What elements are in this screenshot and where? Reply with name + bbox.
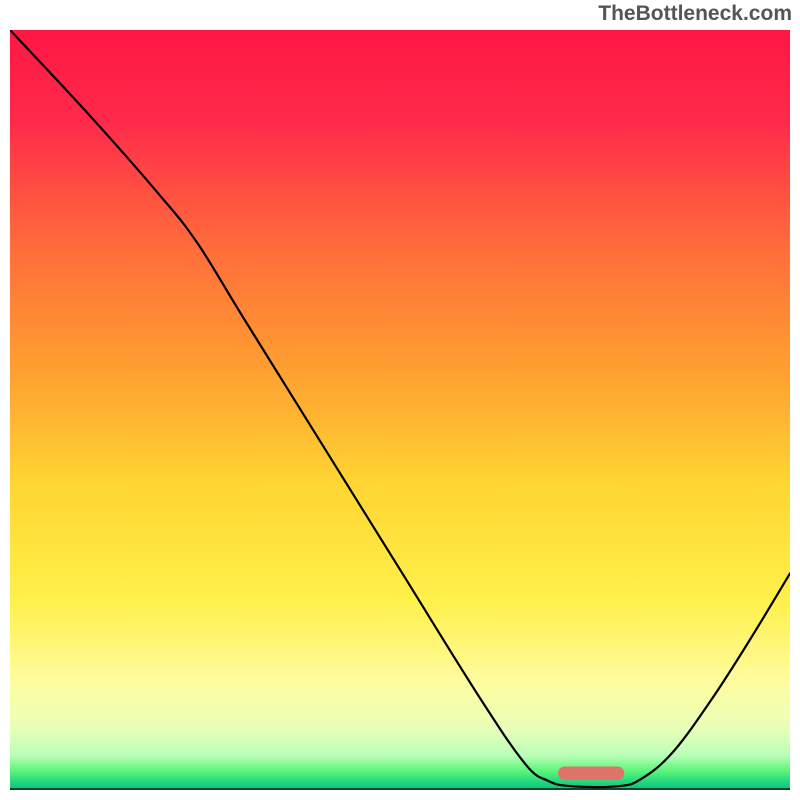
chart-svg [10,30,790,790]
watermark-text: TheBottleneck.com [598,2,792,26]
gradient-background [10,30,790,790]
bottleneck-chart [10,30,790,790]
optimal-marker [558,766,624,780]
